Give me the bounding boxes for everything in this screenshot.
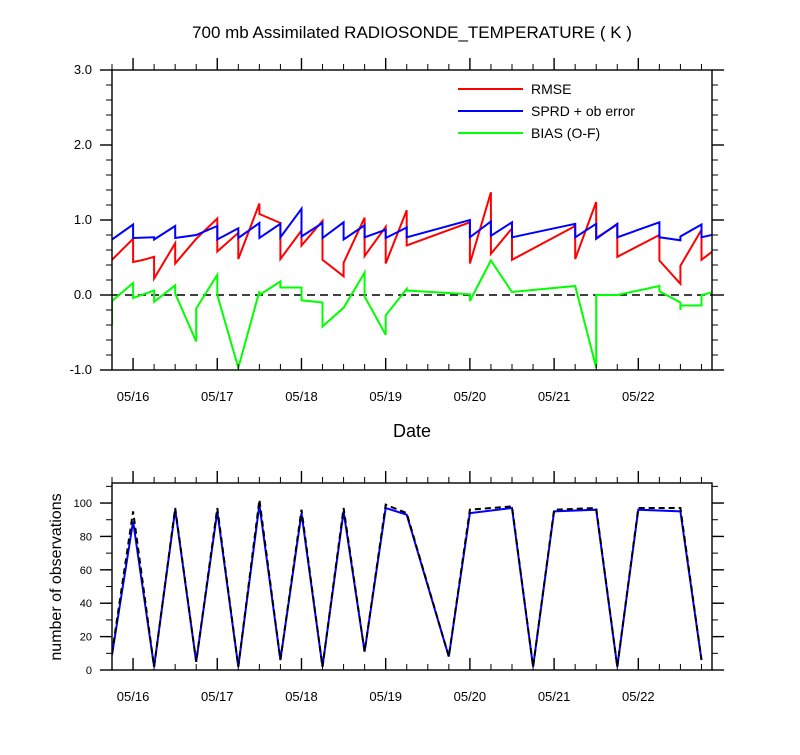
- bottom-chart-axes: 05/16 05/17 05/18 05/19 05/20 05/21 05/22 0 20 40…: [74, 471, 724, 704]
- y-tick-label: 20: [80, 632, 92, 644]
- x-tick-label: 05/17: [201, 389, 234, 404]
- top-chart-axes: 05/16 05/17 05/18 05/19 05/20 05/21 05/22 -1.0 0…: [70, 58, 724, 404]
- legend-label-bias-o-f: BIAS (O-F): [531, 125, 600, 141]
- x-tick-label: 05/20: [454, 689, 487, 704]
- x-tick-label: 05/18: [285, 389, 318, 404]
- top-chart-title: 700 mb Assimilated RADIOSONDE_TEMPERATUR…: [192, 23, 632, 42]
- x-tick-label: 05/19: [369, 389, 402, 404]
- x-tick-label: 05/16: [117, 389, 150, 404]
- y-tick-label: 0: [86, 665, 92, 677]
- bottom-chart-series-layer: [112, 499, 703, 667]
- y-tick-label: 80: [80, 531, 92, 543]
- y-tick-label: 100: [74, 498, 92, 510]
- x-tick-label: 05/22: [622, 389, 655, 404]
- y-tick-label: 1.0: [74, 212, 92, 227]
- x-tick-label: 05/17: [201, 689, 234, 704]
- top-chart-series-layer: [112, 192, 712, 370]
- y-tick-label: -1.0: [70, 362, 92, 377]
- y-tick-label: 60: [80, 565, 92, 577]
- top-chart: 700 mb Assimilated RADIOSONDE_TEMPERATUR…: [70, 23, 724, 441]
- x-tick-label: 05/20: [454, 389, 487, 404]
- series-line-dashed-1: [112, 499, 703, 667]
- bottom-chart: number of observations 05/16 05/17 05/18 05…: [48, 471, 724, 704]
- x-tick-label: 05/22: [622, 689, 655, 704]
- series-line-bias-o-f: [112, 258, 712, 370]
- legend: RMSE SPRD + ob error BIAS (O-F): [458, 81, 635, 141]
- plot-frame: [111, 482, 713, 671]
- legend-label-rmse: RMSE: [531, 81, 571, 97]
- bottom-chart-y-axis-label: number of observations: [48, 493, 65, 660]
- x-tick-label: 05/16: [117, 689, 150, 704]
- series-line-sprd-ob-error: [112, 205, 712, 242]
- y-tick-label: 2.0: [74, 137, 92, 152]
- top-chart-x-axis-label: Date: [393, 421, 431, 441]
- legend-label-sprd-ob-error: SPRD + ob error: [531, 103, 635, 119]
- y-tick-label: 3.0: [74, 62, 92, 77]
- x-tick-label: 05/18: [285, 689, 318, 704]
- x-tick-label: 05/21: [538, 389, 571, 404]
- y-tick-label: 40: [80, 598, 92, 610]
- x-tick-label: 05/19: [369, 689, 402, 704]
- y-tick-label: 0.0: [74, 287, 92, 302]
- x-tick-label: 05/21: [538, 689, 571, 704]
